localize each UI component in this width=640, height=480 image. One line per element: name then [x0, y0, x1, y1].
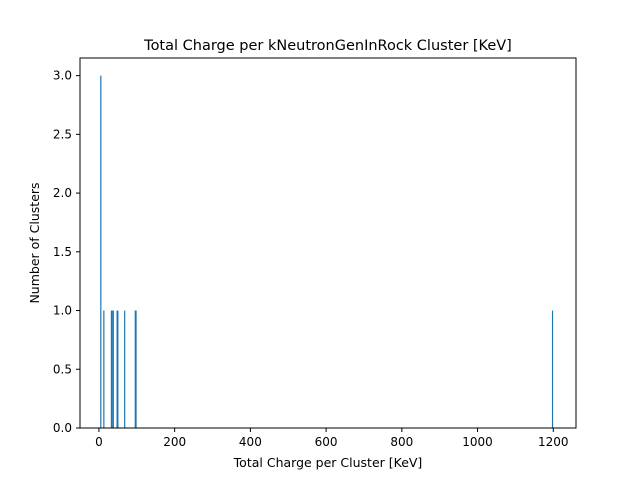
histogram-bar: [124, 310, 126, 428]
x-tick-label: 1000: [462, 435, 493, 449]
y-axis-label: Number of Clusters: [27, 182, 42, 303]
x-tick-label: 0: [95, 435, 103, 449]
plot-frame: [79, 57, 577, 429]
x-tick-label: 800: [390, 435, 413, 449]
x-tick-label: 1200: [538, 435, 569, 449]
x-axis-label: Total Charge per Cluster [KeV]: [233, 455, 423, 470]
y-axis: 0.0 0.5 1.0 1.5 2.0 2.5 3.0: [53, 69, 80, 435]
x-tick-label: 400: [239, 435, 262, 449]
histogram-bar: [112, 310, 114, 428]
histogram-bar: [110, 310, 113, 428]
x-tick-label: 200: [163, 435, 186, 449]
histogram-bar: [103, 310, 105, 428]
histogram-bar: [134, 310, 136, 428]
y-tick-label: 2.5: [53, 127, 72, 141]
y-tick-label: 0.0: [53, 421, 72, 435]
histogram-bar: [135, 310, 137, 428]
y-tick-label: 1.5: [53, 245, 72, 259]
y-tick-label: 3.0: [53, 69, 72, 83]
y-tick-label: 2.0: [53, 186, 72, 200]
y-tick-label: 1.0: [53, 304, 72, 318]
chart-title: Total Charge per kNeutronGenInRock Clust…: [143, 38, 512, 54]
y-tick-label: 0.5: [53, 362, 72, 376]
histogram-bar: [551, 310, 554, 428]
bars-group: [100, 75, 554, 429]
x-axis: 0 200 400 600 800 1000 1200: [95, 428, 569, 449]
histogram-bar: [111, 310, 113, 428]
histogram-bar: [100, 75, 102, 429]
x-tick-label: 600: [315, 435, 338, 449]
histogram-bar: [116, 310, 118, 428]
histogram-bar: [117, 310, 119, 428]
